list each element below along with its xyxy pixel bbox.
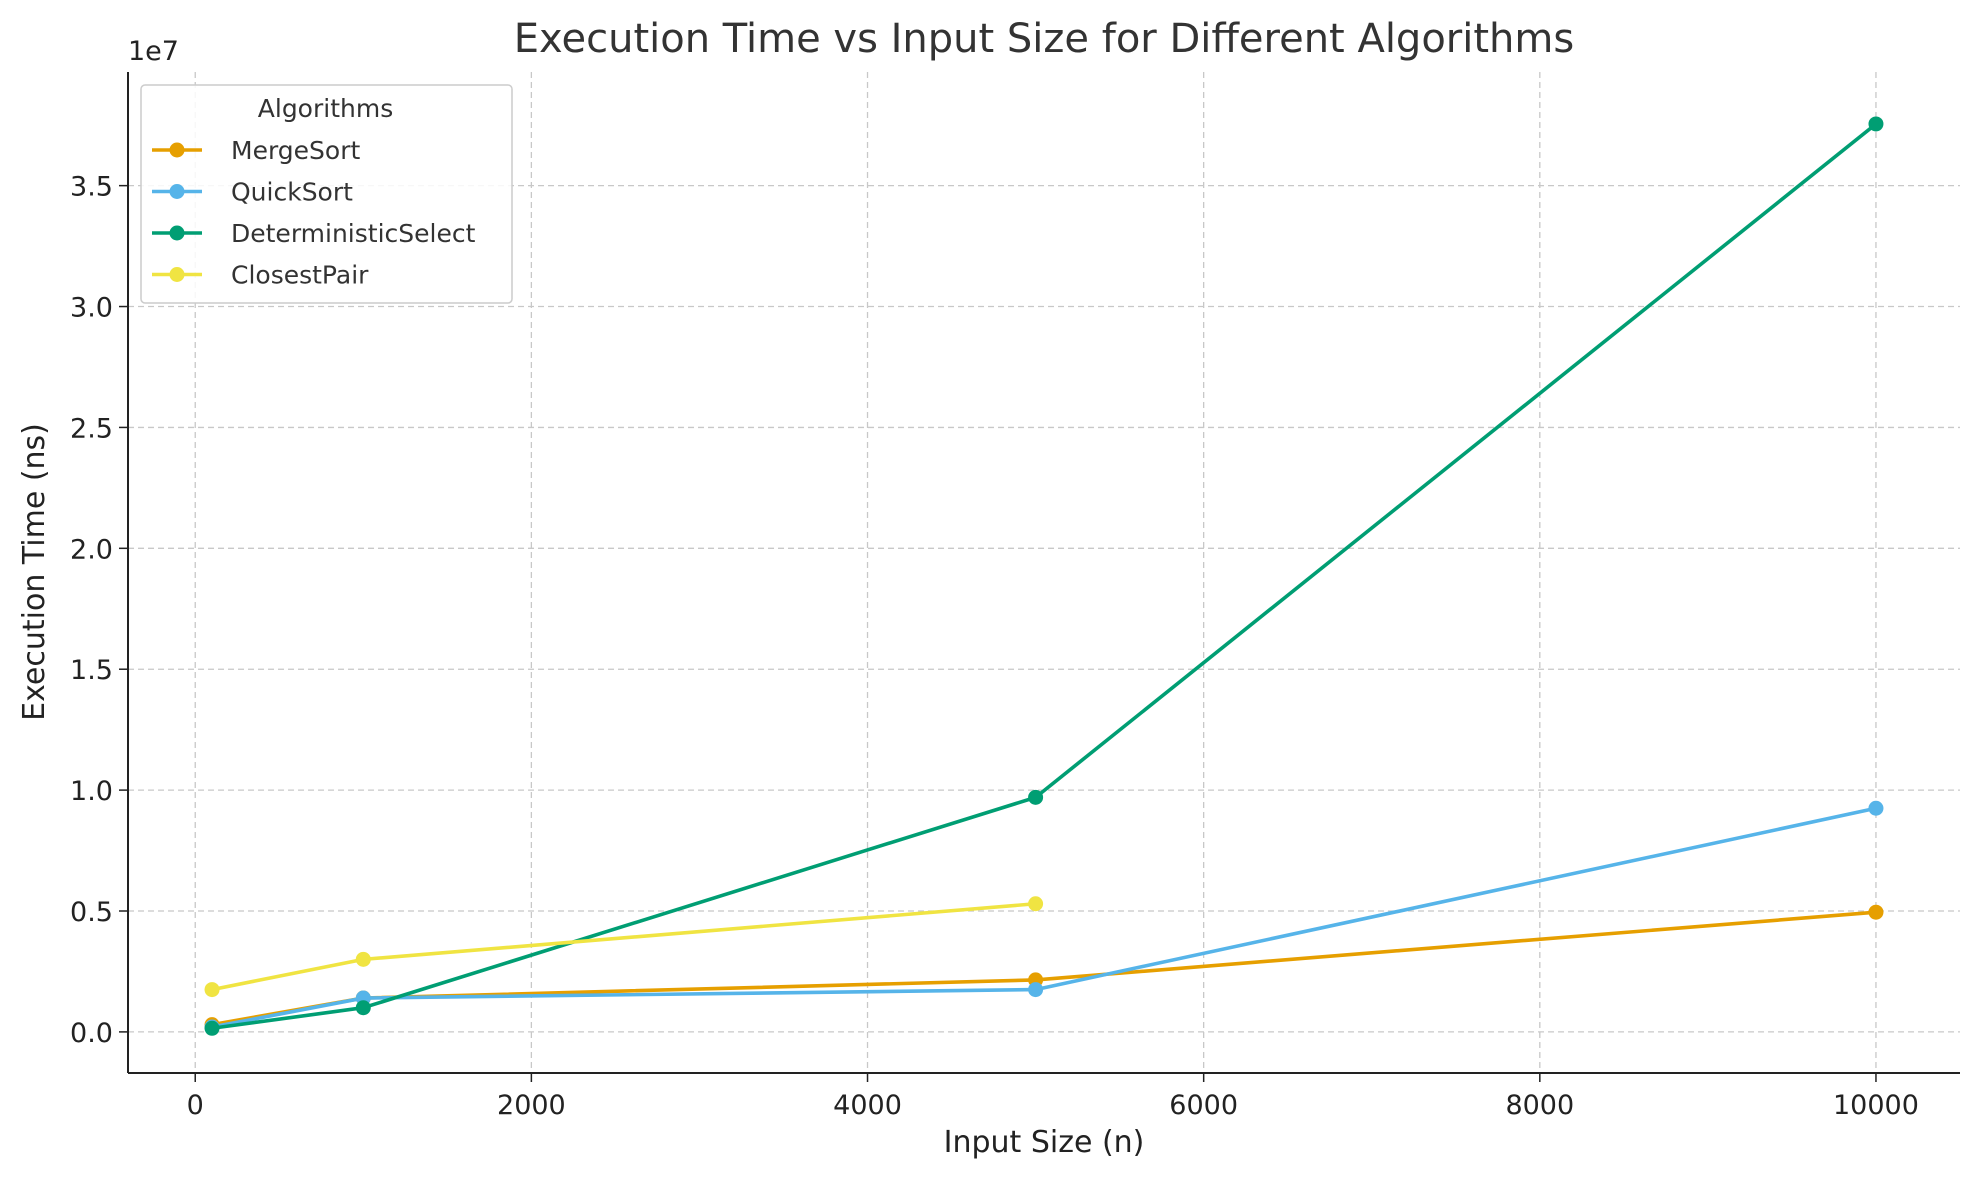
- data-point-mergesort: [1868, 904, 1884, 920]
- axes: 0 2000 4000 6000 8000 10000 0.0 0.5 1.0 1.5 2.0 2.5…: [70, 72, 1960, 1121]
- y-tick-label: 1.5: [70, 655, 113, 686]
- data-point-closestpair: [204, 982, 220, 998]
- y-tick-label: 2.5: [70, 413, 113, 444]
- series-mergesort: [204, 904, 1884, 1033]
- y-tick-label: 2.0: [70, 534, 113, 565]
- x-tick-label: 2000: [497, 1090, 566, 1121]
- y-tick-label: 0.0: [70, 1018, 113, 1049]
- y-tick-label: 3.0: [70, 293, 113, 324]
- legend-title: Algorithms: [258, 94, 393, 123]
- series-line-mergesort: [211, 910, 1877, 1027]
- data-point-deterministicselect: [355, 1000, 371, 1016]
- legend-swatch-marker: [169, 225, 185, 241]
- series-line-deterministicselect: [211, 122, 1878, 1031]
- legend-swatch-marker: [169, 184, 185, 199]
- legend-label: MergeSort: [231, 136, 360, 165]
- x-tick-label: 4000: [833, 1090, 902, 1121]
- x-tick-label: 8000: [1505, 1090, 1574, 1121]
- y-tick-label: 1.0: [70, 776, 113, 807]
- legend-item-mergesort: MergeSort: [152, 136, 360, 165]
- y-tick-label: 0.5: [70, 897, 113, 928]
- series-line-closestpair: [211, 901, 1036, 992]
- data-point-deterministicselect: [1868, 116, 1884, 132]
- legend-label: QuickSort: [231, 178, 353, 207]
- legend-item-quicksort: QuickSort: [152, 178, 353, 207]
- data-point-quicksort: [1028, 982, 1044, 998]
- chart-title: Execution Time vs Input Size for Differe…: [514, 16, 1574, 62]
- x-tick-label: 6000: [1169, 1090, 1238, 1121]
- series-line-quicksort: [211, 806, 1877, 1029]
- legend-swatch-marker: [169, 142, 185, 158]
- legend-label: ClosestPair: [231, 261, 369, 290]
- series-quicksort: [204, 800, 1884, 1035]
- data-point-quicksort: [1868, 800, 1884, 816]
- data-point-closestpair: [1028, 896, 1044, 912]
- legend-item-closestpair: ClosestPair: [152, 261, 369, 290]
- x-tick-label: 10000: [1833, 1090, 1919, 1121]
- data-point-deterministicselect: [1028, 789, 1044, 805]
- x-tick-label: 0: [187, 1090, 204, 1121]
- y-axis-label: Execution Time (ns): [17, 423, 52, 721]
- data-point-deterministicselect: [204, 1020, 220, 1036]
- series-layer: [204, 116, 1884, 1036]
- legend-label: DeterministicSelect: [231, 219, 476, 248]
- legend-box: [140, 84, 513, 304]
- series-closestpair: [204, 896, 1044, 998]
- x-axis-label: Input Size (n): [944, 1125, 1145, 1160]
- series-deterministicselect: [204, 116, 1884, 1036]
- y-tick-label: 3.5: [70, 172, 113, 203]
- legend-item-deterministicselect: DeterministicSelect: [152, 219, 476, 248]
- data-point-closestpair: [355, 951, 371, 967]
- legend-swatch-marker: [169, 267, 185, 282]
- legend: Algorithms MergeSort QuickSort Deterministi…: [140, 84, 513, 304]
- y-offset-text: 1e7: [128, 36, 179, 67]
